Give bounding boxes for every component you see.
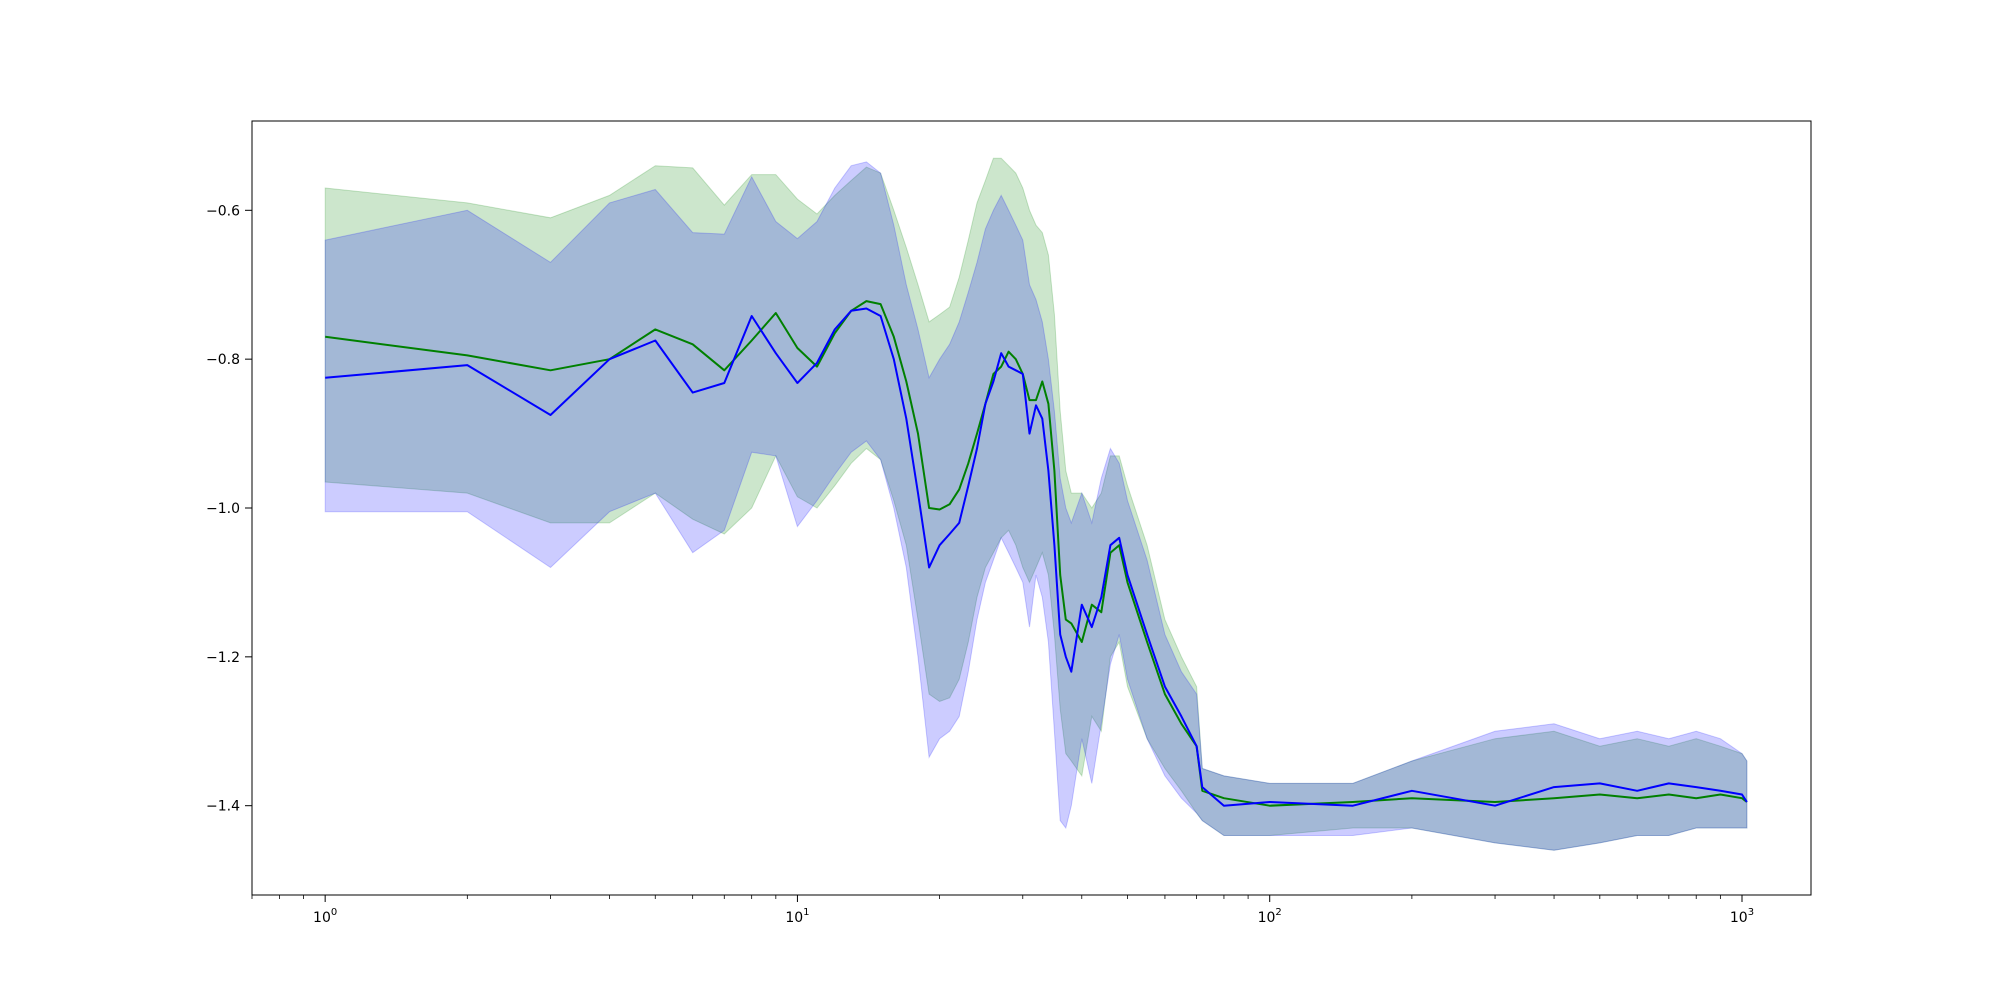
x-tick-label: 103 xyxy=(1730,907,1754,926)
y-tick-label: −1.2 xyxy=(206,650,240,666)
y-tick-label: −0.8 xyxy=(206,352,240,368)
plot-area xyxy=(324,157,1748,851)
series-1-line xyxy=(325,300,1748,807)
confidence-bands xyxy=(324,157,1748,851)
x-tick-label: 102 xyxy=(1258,907,1282,926)
y-tick-label: −1.0 xyxy=(206,501,240,517)
y-tick-label: −1.4 xyxy=(206,799,240,815)
y-tick-label: −0.6 xyxy=(206,203,240,219)
series-2-line xyxy=(325,307,1748,807)
x-tick-label: 100 xyxy=(313,907,337,926)
series-2-band xyxy=(324,161,1748,851)
x-tick-label: 101 xyxy=(785,907,809,926)
series-lines xyxy=(325,300,1748,807)
x-axis: 100 101 102 103 xyxy=(251,895,1754,926)
series-1-band xyxy=(324,157,1748,851)
y-axis: −1.4 −1.2 −1.0 −0.8 −0.6 xyxy=(206,203,252,815)
